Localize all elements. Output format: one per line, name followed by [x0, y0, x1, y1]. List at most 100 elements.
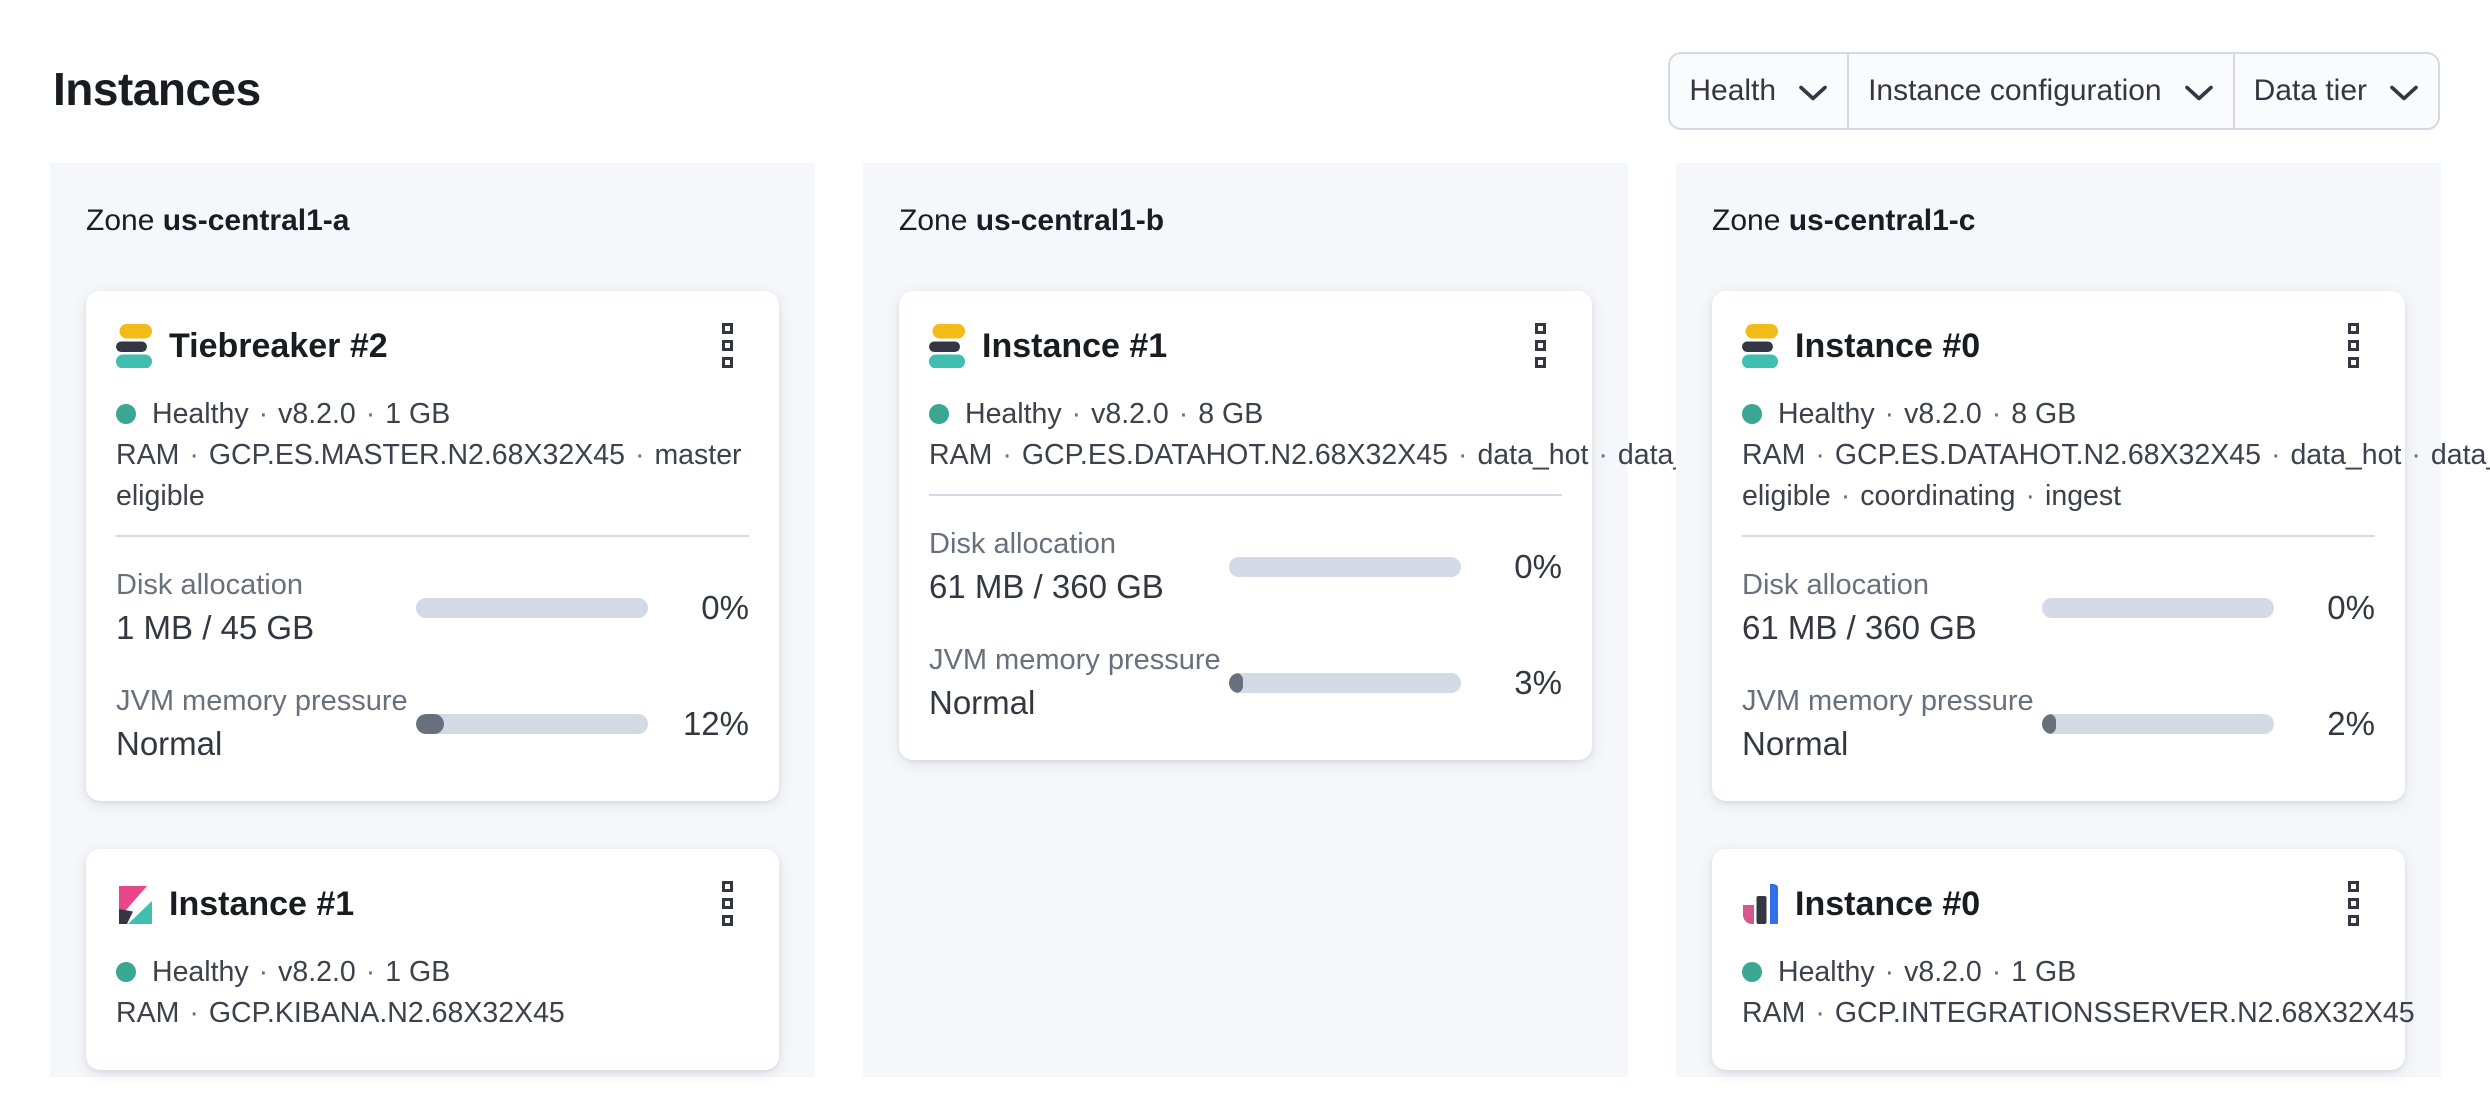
metric-percent: 2% — [2327, 705, 2375, 742]
boxes-vertical-icon[interactable] — [2344, 877, 2363, 930]
boxes-vertical-icon[interactable] — [1531, 319, 1550, 372]
elasticsearch-logo — [1742, 323, 1778, 368]
zone-label: Zone — [1712, 204, 1781, 237]
boxes-vertical-icon[interactable] — [2344, 319, 2363, 372]
filter-instance-configuration[interactable]: Instance configuration — [1847, 54, 2233, 128]
health-dot — [1742, 404, 1762, 424]
separator-dot: · — [1457, 439, 1468, 471]
separator-dot: · — [1178, 398, 1189, 430]
filter-health[interactable]: Health — [1670, 54, 1847, 128]
integrations-server-logo — [1743, 883, 1778, 924]
zone-label: Zone — [899, 204, 968, 237]
zone-panel-us-central1-b: Zone us-central1-b Instance #1 Healthy · v… — [863, 163, 2196, 1077]
card-divider — [929, 494, 1562, 496]
zone-heading: Zone us-central1-b — [899, 203, 1592, 239]
separator-dot: · — [1991, 398, 2002, 430]
metric-label: Disk allocation — [929, 528, 1116, 560]
instance-card-title: Instance #0 — [1795, 884, 1981, 923]
zone-panel-us-central1-a: Zone us-central1-a Tiebreaker #2 Healthy… — [50, 163, 815, 1077]
instance-card-tiebreaker-2: Tiebreaker #2 Healthy · v8.2.0 · 1 GB RAM · GC… — [86, 291, 779, 801]
instance-card-es-0: Instance #0 Healthy · v8.2.0 · 8 GB RAM · GCP.… — [1712, 291, 2490, 801]
chevron-down-icon — [2389, 84, 2419, 101]
disk-allocation-metric: Disk allocation 1 MB / 45 GB 0% — [116, 567, 749, 649]
meta-segment: ingest — [2045, 480, 2122, 512]
chevron-down-icon — [1798, 84, 1828, 101]
separator-dot: · — [189, 439, 199, 471]
separator-dot: · — [2270, 439, 2281, 471]
separator-dot: · — [1840, 480, 1851, 512]
separator-dot: · — [1884, 956, 1895, 988]
zone-heading: Zone us-central1-c — [1712, 203, 2405, 239]
meta-segment: Healthy — [152, 956, 249, 988]
card-divider — [1742, 535, 2375, 537]
meta-segment: data_content — [2430, 439, 2490, 471]
filter-data-tier[interactable]: Data tier — [2232, 54, 2438, 128]
metric-value: Normal — [1742, 725, 1849, 762]
meta-segment: 8 GB RAM — [1742, 398, 2077, 471]
meta-segment: 1 GB RAM — [116, 956, 451, 1029]
metric-value: Normal — [116, 725, 223, 762]
separator-dot: · — [1815, 997, 1825, 1029]
instance-meta: Healthy · v8.2.0 · 8 GB RAM · GCP.ES.DATAHOT.N… — [1742, 394, 2490, 517]
zone-name: us-central1-a — [162, 204, 350, 237]
zone-panel-us-central1-c: Zone us-central1-c Instance #0 Healthy · v… — [1676, 163, 2490, 1077]
meta-segment: Healthy — [965, 398, 1062, 430]
meta-segment: v8.2.0 — [1091, 398, 1169, 430]
metric-percent: 0% — [701, 589, 749, 626]
meta-segment: data_hot — [2290, 439, 2402, 471]
separator-dot: · — [365, 956, 376, 988]
progress-bar — [2042, 598, 2274, 618]
meta-segment: v8.2.0 — [278, 398, 356, 430]
separator-dot: · — [2411, 439, 2421, 471]
separator-dot: · — [365, 398, 376, 430]
separator-dot: · — [258, 398, 269, 430]
zone-name: us-central1-b — [975, 204, 1165, 237]
instance-card-title: Instance #0 — [1795, 326, 1981, 365]
metric-value: 61 MB / 360 GB — [1742, 609, 1977, 646]
elasticsearch-logo — [929, 323, 965, 368]
metric-percent: 12% — [682, 705, 749, 742]
meta-segment: 1 GB RAM — [1742, 956, 2077, 1029]
zone-heading: Zone us-central1-a — [86, 203, 779, 239]
boxes-vertical-icon[interactable] — [718, 877, 737, 930]
meta-segment: v8.2.0 — [1904, 398, 1982, 430]
meta-segment: GCP.ES.MASTER.N2.68X32X45 — [208, 439, 625, 471]
metric-percent: 0% — [1514, 548, 1562, 585]
metric-label: JVM memory pressure — [116, 685, 408, 717]
meta-segment: GCP.ES.DATAHOT.N2.68X32X45 — [1834, 439, 2261, 471]
meta-segment: Healthy — [1778, 956, 1875, 988]
separator-dot: · — [258, 956, 269, 988]
metric-label: Disk allocation — [116, 569, 303, 601]
meta-segment: v8.2.0 — [278, 956, 356, 988]
instance-card-kibana-1: Instance #1 Healthy · v8.2.0 · 1 GB RAM · GCP.… — [86, 849, 779, 1070]
health-dot — [116, 962, 136, 982]
elasticsearch-logo — [116, 323, 152, 368]
separator-dot: · — [1991, 956, 2002, 988]
instance-meta: Healthy · v8.2.0 · 1 GB RAM · GCP.INTEGRATIONS… — [1742, 952, 2415, 1034]
instance-card-title: Instance #1 — [169, 884, 355, 923]
meta-segment: 1 GB RAM — [116, 398, 451, 471]
filter-health-label: Health — [1689, 74, 1777, 107]
boxes-vertical-icon[interactable] — [718, 319, 737, 372]
metric-value: 1 MB / 45 GB — [116, 609, 315, 646]
meta-segment: master eligible — [116, 439, 742, 512]
meta-segment: GCP.INTEGRATIONSSERVER.N2.68X32X45 — [1834, 997, 2415, 1029]
meta-segment: data_hot — [1477, 439, 1589, 471]
meta-segment: 8 GB RAM — [929, 398, 1264, 471]
zones-container: Zone us-central1-a Tiebreaker #2 Healthy… — [50, 163, 2490, 1077]
jvm-memory-pressure-metric: JVM memory pressure Normal 3% — [929, 642, 1562, 724]
chevron-down-icon — [2184, 84, 2214, 101]
card-divider — [116, 535, 749, 537]
instance-meta: Healthy · v8.2.0 · 1 GB RAM · GCP.ES.MASTER.N2… — [116, 394, 749, 517]
meta-segment: master eligible — [1742, 480, 1831, 512]
instance-card-integrations-0: Instance #0 Healthy · v8.2.0 · 1 GB RAM · GCP.… — [1712, 849, 2415, 1070]
progress-bar — [1229, 673, 1461, 693]
page-title: Instances — [53, 63, 261, 115]
metric-label: JVM memory pressure — [929, 644, 1221, 676]
metric-percent: 0% — [2327, 589, 2375, 626]
metric-label: JVM memory pressure — [1742, 685, 2034, 717]
health-dot — [1742, 962, 1762, 982]
metric-percent: 3% — [1514, 664, 1562, 701]
meta-segment: GCP.KIBANA.N2.68X32X45 — [208, 997, 565, 1029]
progress-bar — [1229, 557, 1461, 577]
